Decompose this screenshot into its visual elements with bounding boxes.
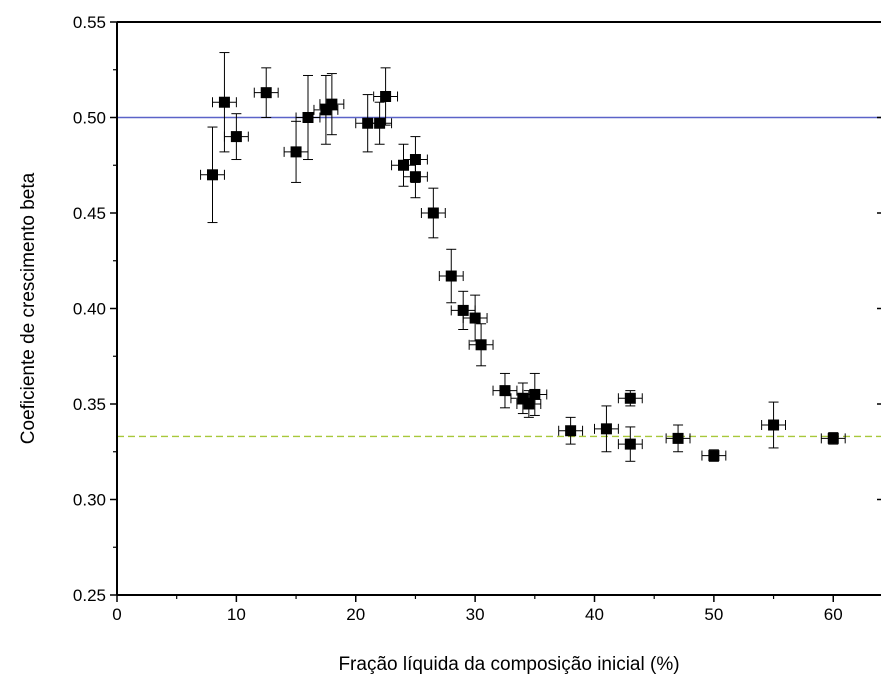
data-point	[320, 104, 332, 116]
x-tick-label: 50	[704, 605, 723, 624]
data-point	[672, 432, 684, 444]
data-point	[469, 312, 481, 324]
y-tick-label: 0.35	[73, 395, 106, 414]
data-point	[427, 207, 439, 219]
data-point	[326, 98, 338, 110]
x-axis-label: Fração líquida da composição inicial (%)	[338, 654, 679, 675]
reference-lines	[117, 116, 881, 438]
data-point	[374, 117, 386, 129]
x-tick-label: 30	[466, 605, 485, 624]
ticks: 0 10 20 30 40 50 60 0.25 0.30 0.35 0.40 0.45 0.50 0.5…	[73, 13, 881, 624]
data-point	[499, 385, 511, 397]
data-point	[624, 392, 636, 404]
axes	[116, 21, 881, 596]
data-point	[409, 154, 421, 166]
data-point	[290, 146, 302, 158]
x-tick-label: 0	[112, 605, 121, 624]
data-point	[362, 117, 374, 129]
data-point	[380, 90, 392, 102]
data-points	[207, 87, 839, 462]
data-point	[827, 432, 839, 444]
y-tick-label: 0.25	[73, 586, 106, 605]
y-tick-label: 0.40	[73, 300, 106, 319]
data-point	[529, 388, 541, 400]
x-tick-label: 20	[346, 605, 365, 624]
data-point	[475, 339, 487, 351]
y-axis-label: Coeficiente de crescimento beta	[18, 172, 39, 444]
data-point	[445, 270, 457, 282]
data-point	[218, 96, 230, 108]
data-point	[708, 450, 720, 462]
data-point	[230, 131, 242, 143]
x-tick-label: 60	[824, 605, 843, 624]
y-tick-label: 0.50	[73, 109, 106, 128]
data-point	[624, 438, 636, 450]
x-tick-label: 10	[227, 605, 246, 624]
y-tick-label: 0.30	[73, 491, 106, 510]
data-point	[517, 392, 529, 404]
data-point	[457, 304, 469, 316]
data-point	[302, 112, 314, 123]
data-point	[565, 425, 577, 437]
data-point	[207, 169, 218, 181]
data-point	[523, 398, 535, 410]
y-tick-label: 0.45	[73, 204, 106, 223]
x-tick-label: 40	[585, 605, 604, 624]
data-point	[260, 87, 272, 99]
y-tick-label: 0.55	[73, 13, 106, 32]
data-point	[600, 423, 612, 435]
data-point	[398, 159, 409, 171]
data-point	[409, 171, 421, 183]
data-point	[768, 419, 780, 431]
